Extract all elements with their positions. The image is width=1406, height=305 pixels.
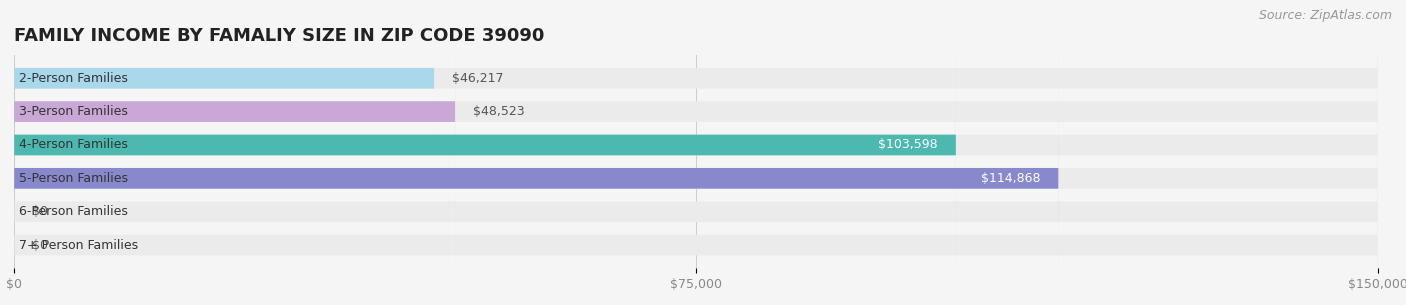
Text: $114,868: $114,868	[981, 172, 1040, 185]
FancyBboxPatch shape	[14, 0, 956, 305]
Text: $103,598: $103,598	[879, 138, 938, 152]
FancyBboxPatch shape	[14, 0, 434, 305]
FancyBboxPatch shape	[14, 0, 1378, 305]
Text: 4-Person Families: 4-Person Families	[18, 138, 128, 152]
Text: FAMILY INCOME BY FAMALIY SIZE IN ZIP CODE 39090: FAMILY INCOME BY FAMALIY SIZE IN ZIP COD…	[14, 27, 544, 45]
FancyBboxPatch shape	[14, 0, 1378, 305]
FancyBboxPatch shape	[14, 0, 456, 305]
FancyBboxPatch shape	[14, 0, 1378, 305]
Text: 7+ Person Families: 7+ Person Families	[18, 239, 138, 252]
FancyBboxPatch shape	[14, 0, 1378, 305]
FancyBboxPatch shape	[14, 0, 1378, 305]
Text: $46,217: $46,217	[453, 72, 503, 85]
Text: 2-Person Families: 2-Person Families	[18, 72, 128, 85]
FancyBboxPatch shape	[14, 0, 1059, 305]
Text: $48,523: $48,523	[474, 105, 524, 118]
FancyBboxPatch shape	[14, 0, 1378, 305]
Text: 3-Person Families: 3-Person Families	[18, 105, 128, 118]
Text: 6-Person Families: 6-Person Families	[18, 205, 128, 218]
Text: $0: $0	[32, 239, 48, 252]
Text: $0: $0	[32, 205, 48, 218]
Text: 5-Person Families: 5-Person Families	[18, 172, 128, 185]
Text: Source: ZipAtlas.com: Source: ZipAtlas.com	[1258, 9, 1392, 22]
